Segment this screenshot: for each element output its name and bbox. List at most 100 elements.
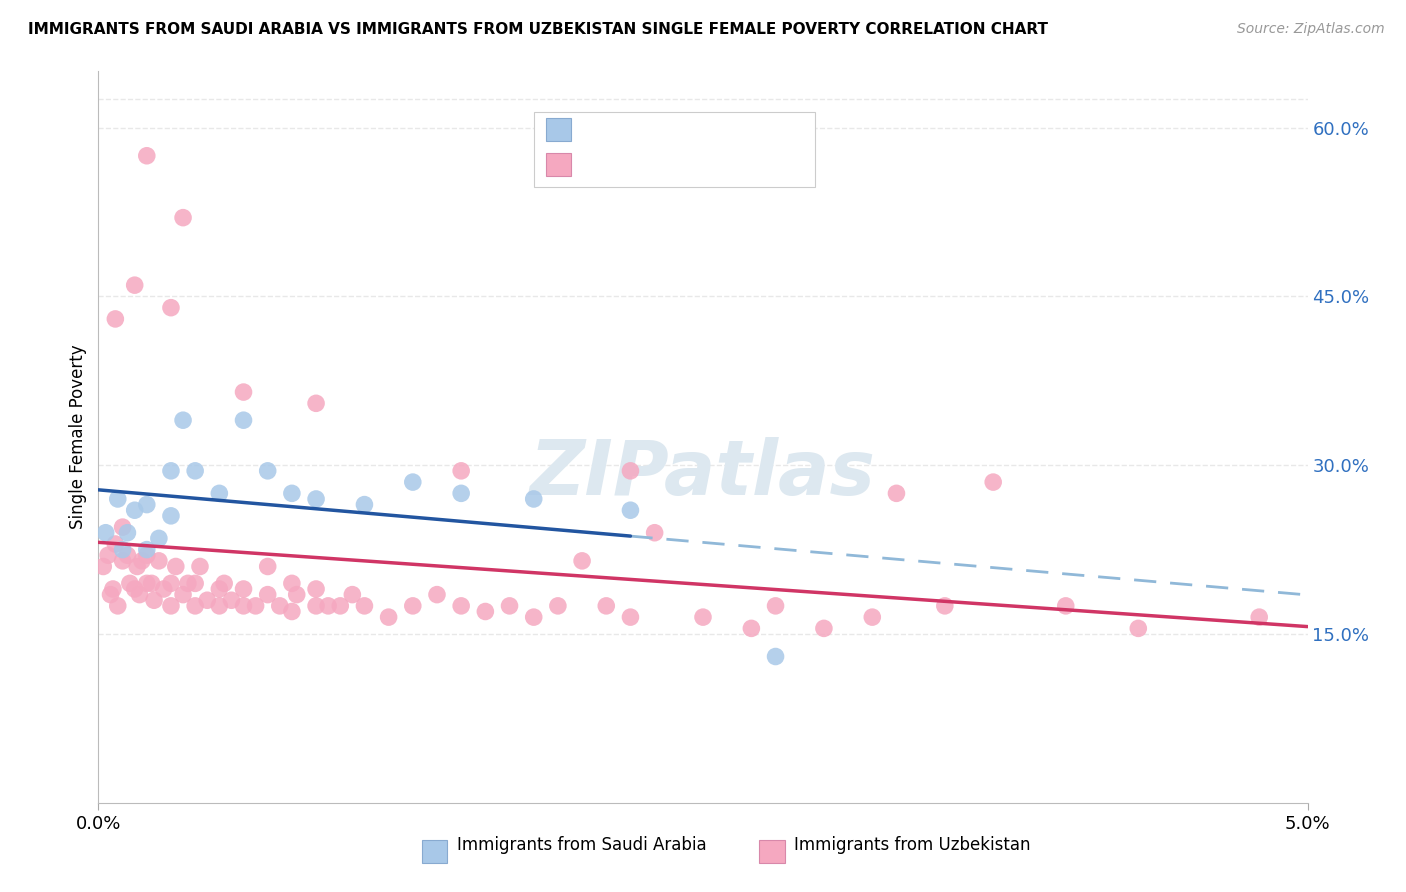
Point xyxy=(1054,599,1077,613)
Point xyxy=(256,588,278,602)
Text: Source: ZipAtlas.com: Source: ZipAtlas.com xyxy=(1237,22,1385,37)
Point xyxy=(619,464,641,478)
Point xyxy=(305,396,328,410)
Point xyxy=(124,278,146,293)
Point xyxy=(152,582,174,596)
Point xyxy=(141,576,163,591)
Point xyxy=(184,576,207,591)
Point xyxy=(426,588,449,602)
Point xyxy=(450,464,472,478)
Point xyxy=(117,525,139,540)
Point xyxy=(208,599,231,613)
Point xyxy=(285,588,308,602)
Point xyxy=(208,582,231,596)
Point xyxy=(353,498,375,512)
Point xyxy=(131,554,153,568)
Point xyxy=(1249,610,1271,624)
Point xyxy=(619,503,641,517)
Point xyxy=(107,599,129,613)
Point xyxy=(208,486,231,500)
Point xyxy=(281,576,304,591)
Point xyxy=(377,610,399,624)
Point xyxy=(934,599,956,613)
Point xyxy=(305,582,328,596)
Point xyxy=(1128,621,1150,635)
Point xyxy=(111,554,134,568)
Point xyxy=(165,559,187,574)
Point xyxy=(547,599,569,613)
Point xyxy=(474,605,496,619)
Text: Immigrants from Uzbekistan: Immigrants from Uzbekistan xyxy=(794,836,1031,854)
Point xyxy=(886,486,908,500)
Point xyxy=(595,599,617,613)
Text: IMMIGRANTS FROM SAUDI ARABIA VS IMMIGRANTS FROM UZBEKISTAN SINGLE FEMALE POVERTY: IMMIGRANTS FROM SAUDI ARABIA VS IMMIGRAN… xyxy=(28,22,1047,37)
Point xyxy=(160,464,183,478)
Point xyxy=(523,491,546,506)
Point xyxy=(498,599,520,613)
Point xyxy=(232,599,254,613)
Point xyxy=(160,576,183,591)
Text: R =  0.074   N = 23: R = 0.074 N = 23 xyxy=(581,124,756,142)
Point xyxy=(860,610,883,624)
Point xyxy=(128,588,150,602)
Point xyxy=(281,486,304,500)
Point xyxy=(740,621,762,635)
Point xyxy=(188,559,211,574)
Point xyxy=(981,475,1004,489)
Point xyxy=(143,593,166,607)
Point xyxy=(232,582,254,596)
Point xyxy=(256,464,278,478)
Point xyxy=(160,301,183,315)
Point xyxy=(305,491,328,506)
Point xyxy=(135,548,157,562)
Point xyxy=(232,385,254,400)
Point xyxy=(135,576,157,591)
Point xyxy=(135,498,157,512)
Point xyxy=(329,599,352,613)
Point xyxy=(111,542,134,557)
Point xyxy=(644,525,666,540)
Y-axis label: Single Female Poverty: Single Female Poverty xyxy=(69,345,87,529)
Point xyxy=(221,593,243,607)
Point xyxy=(232,413,254,427)
Point xyxy=(571,554,593,568)
Point xyxy=(184,599,207,613)
Point xyxy=(245,599,267,613)
Point xyxy=(281,605,304,619)
Text: ZIPatlas: ZIPatlas xyxy=(530,437,876,510)
Point xyxy=(117,548,139,562)
Point xyxy=(450,486,472,500)
Point xyxy=(316,599,339,613)
Point xyxy=(135,149,157,163)
Point xyxy=(111,520,134,534)
Point xyxy=(765,599,787,613)
Point xyxy=(135,542,157,557)
Point xyxy=(172,413,194,427)
Point xyxy=(765,649,787,664)
Text: Immigrants from Saudi Arabia: Immigrants from Saudi Arabia xyxy=(457,836,707,854)
Point xyxy=(184,464,207,478)
Point xyxy=(160,599,183,613)
Point xyxy=(172,211,194,225)
Point xyxy=(127,559,149,574)
Point xyxy=(160,508,183,523)
Point xyxy=(402,599,425,613)
Point xyxy=(269,599,291,613)
Point xyxy=(523,610,546,624)
Point xyxy=(305,599,328,613)
Point xyxy=(450,599,472,613)
Point xyxy=(177,576,200,591)
Point xyxy=(148,532,170,546)
Point xyxy=(172,588,194,602)
Point xyxy=(212,576,235,591)
Point xyxy=(107,491,129,506)
Point xyxy=(256,559,278,574)
Point xyxy=(100,588,122,602)
Point xyxy=(813,621,835,635)
Point xyxy=(195,593,218,607)
Point xyxy=(342,588,364,602)
Point xyxy=(353,599,375,613)
Point xyxy=(619,610,641,624)
Point xyxy=(402,475,425,489)
Point xyxy=(101,582,124,596)
